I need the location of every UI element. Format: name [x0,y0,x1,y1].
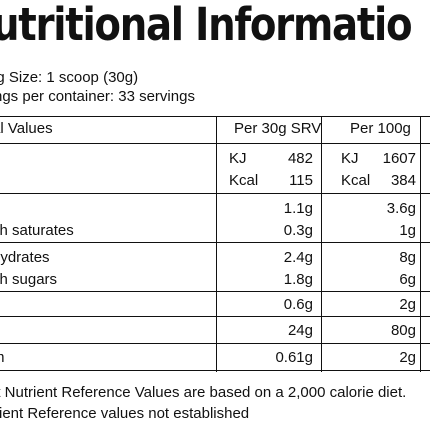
energy-kj-unit: KJ [229,150,247,167]
protein-100g: 80g [390,322,416,339]
salt-label: m [0,349,5,367]
saturates-label: ch saturates [0,222,74,239]
saturates-100g: 1g [399,222,416,239]
carbs-100g: 8g [399,249,416,266]
fibre-100g: 2g [399,296,416,313]
page-title: utritional Informatio [0,0,413,51]
energy-kcal-serving: 115 [289,172,313,189]
fibre-serving: 0.6g [283,296,313,313]
serving-size: ng Size: 1 scoop (30g) [0,69,139,86]
energy-kcal-100g: 384 [390,172,416,189]
servings-per-container: ngs per container: 33 servings [0,88,195,105]
energy-kj-100g: 1607 [382,150,416,167]
salt-100g: 2g [399,349,416,366]
header-per-serving: Per 30g SRV [234,120,322,137]
table-divider [420,116,421,372]
energy-kj-serving: 482 [287,150,313,167]
table-rule [0,370,430,371]
salt-serving: 0.61g [275,349,313,366]
carbs-label: hydrates [0,249,50,266]
footnote-not-established: rient Reference values not established [0,405,250,422]
header-per-100g: Per 100g [350,120,411,137]
sugars-serving: 1.8g [283,271,313,288]
fat-100g: 3.6g [386,200,416,217]
sugars-100g: 6g [399,271,416,288]
table-rule [0,316,430,317]
nutrition-table: al Values Per 30g SRV Per 100g y KJ 482 … [0,116,430,372]
energy-kcal-unit-100g: Kcal [341,172,371,189]
table-rule [0,343,430,344]
protein-serving: 24g [287,322,313,339]
table-divider [216,116,217,372]
energy-kcal-unit: Kcal [229,172,259,189]
saturates-serving: 0.3g [283,222,313,239]
table-rule [0,143,430,144]
sugars-label: ch sugars [0,271,58,288]
header-label: al Values [0,120,53,137]
footnote-nrv: nt Nutrient Reference Values are based o… [0,384,407,401]
table-rule [0,116,430,117]
table-divider [321,116,322,372]
energy-kj-unit-100g: KJ [341,150,359,167]
table-rule [0,242,430,243]
table-rule [0,193,430,194]
carbs-serving: 2.4g [283,249,313,266]
table-rule [0,291,430,292]
fat-serving: 1.1g [283,200,313,217]
